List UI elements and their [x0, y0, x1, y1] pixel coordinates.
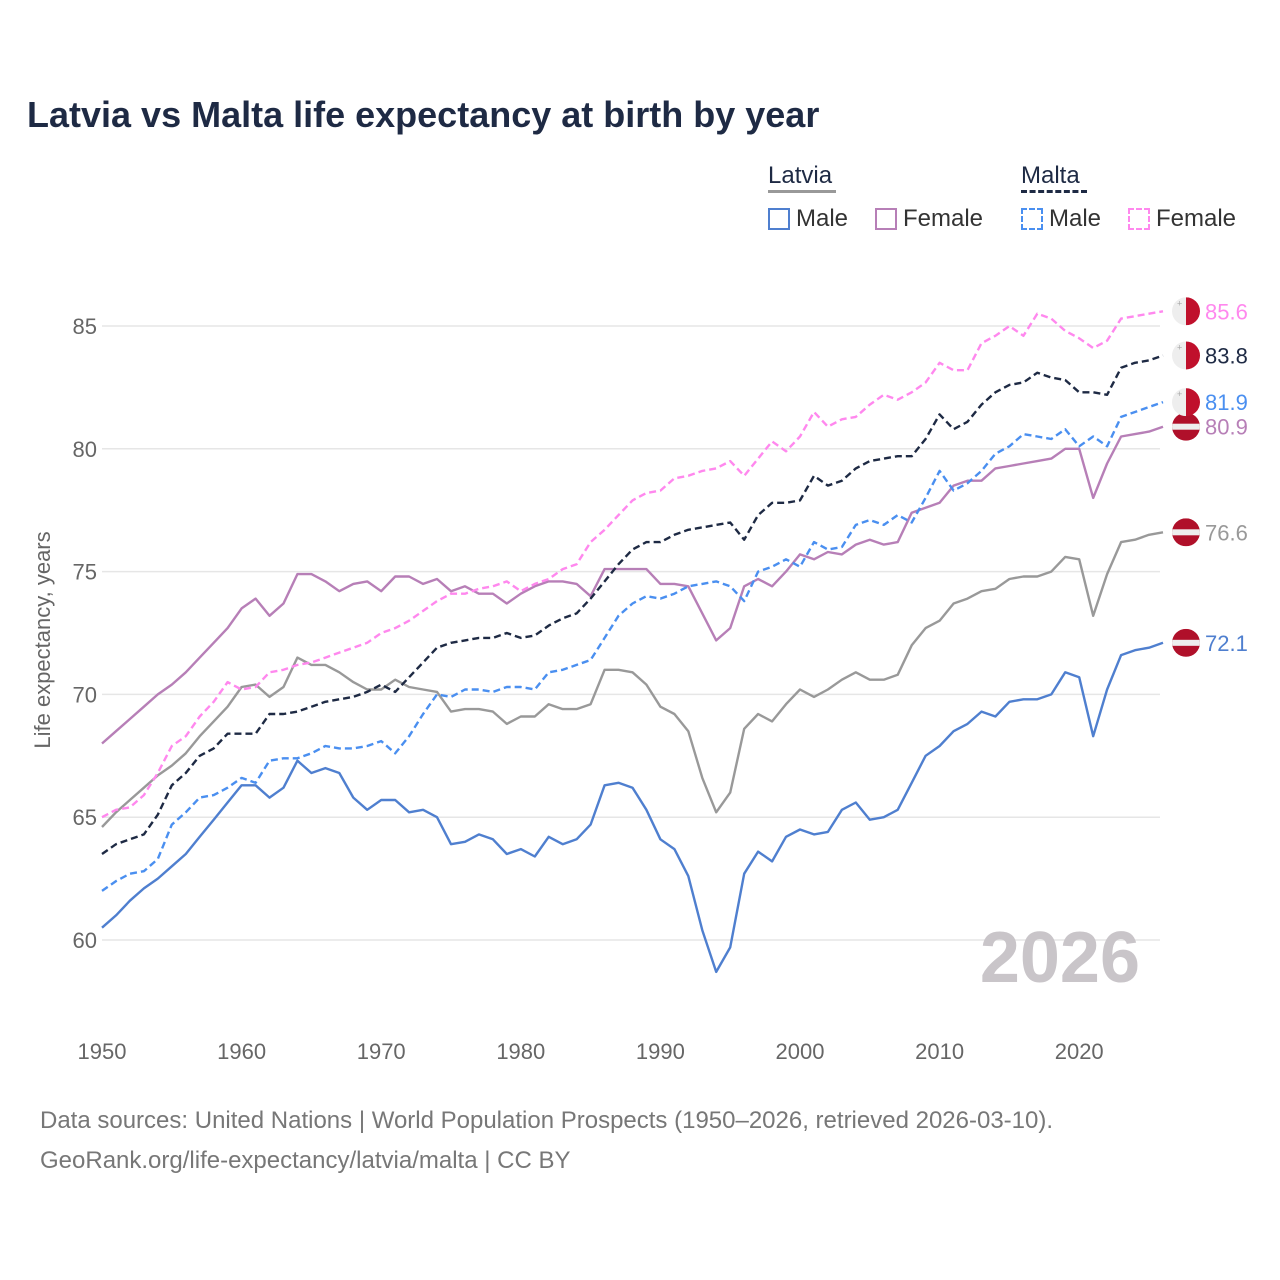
end-value-label: 85.6 [1205, 299, 1248, 324]
legend-group-latvia: Latvia [768, 162, 833, 189]
flag-latvia-icon [1172, 628, 1200, 657]
legend-item-latvia-female[interactable]: Female [875, 205, 983, 233]
legend-label: Female [903, 205, 984, 232]
footer-sources: Data sources: United Nations | World Pop… [40, 1107, 1054, 1134]
y-tick-label: 85 [73, 314, 97, 339]
y-tick-label: 70 [73, 682, 97, 707]
end-value-label: 81.9 [1205, 390, 1248, 415]
end-value-label: 80.9 [1205, 415, 1248, 440]
flag-white-stripe [1172, 423, 1200, 430]
flag-white-stripe [1172, 639, 1200, 646]
series-line-latvia-male [101, 641, 1164, 974]
legend-malta-line [1021, 190, 1087, 193]
year-watermark: 2026 [980, 918, 1140, 998]
flag-latvia-icon [1172, 412, 1200, 441]
x-tick-label: 2010 [915, 1039, 964, 1064]
end-value-label: 72.1 [1205, 631, 1248, 656]
x-tick-label: 1970 [357, 1039, 406, 1064]
flag-white-half [1172, 341, 1186, 370]
series-line-malta-female [101, 310, 1164, 819]
x-tick-label: 2020 [1055, 1039, 1104, 1064]
y-tick-label: 60 [73, 928, 97, 953]
flag-malta-icon: + [1172, 388, 1200, 417]
flag-cross: + [1177, 298, 1182, 308]
y-tick-label: 65 [73, 805, 97, 830]
legend-latvia-line [768, 190, 836, 193]
y-axis-label: Life expectancy, years [30, 531, 55, 748]
legend-label: Male [1049, 205, 1102, 232]
x-tick-label: 1950 [78, 1039, 127, 1064]
flag-cross: + [1177, 342, 1182, 352]
series-line-malta-male [101, 400, 1164, 892]
flag-red-half [1186, 388, 1200, 417]
chart-plot: 60 65 70 75 80 85 1950 1960 1970 1980 1990 2000 2010… [30, 297, 1248, 1064]
x-tick-label: 1960 [217, 1039, 266, 1064]
end-value-label: 83.8 [1205, 343, 1248, 368]
flag-malta-icon: + [1172, 297, 1200, 326]
legend-swatch [875, 208, 897, 230]
legend-swatch [768, 208, 790, 230]
chart-title: Latvia vs Malta life expectancy at birth… [27, 94, 820, 135]
series-line-latvia-female [101, 425, 1164, 745]
x-tick-label: 2000 [776, 1039, 825, 1064]
flag-white-half [1172, 297, 1186, 326]
footer-link[interactable]: GeoRank.org/life-expectancy/latvia/malta… [40, 1147, 571, 1174]
flag-cross: + [1177, 389, 1182, 399]
flag-red-half [1186, 341, 1200, 370]
legend-swatch [1128, 208, 1150, 230]
flag-malta-icon: + [1172, 341, 1200, 370]
flag-red-half [1186, 297, 1200, 326]
legend-label: Female [1156, 205, 1237, 232]
y-tick-label: 75 [73, 560, 97, 585]
flag-white-stripe [1172, 529, 1200, 536]
flag-latvia-icon [1172, 518, 1200, 547]
flag-white-half [1172, 388, 1186, 417]
legend-item-malta-male[interactable]: Male [1021, 205, 1101, 233]
x-tick-label: 1990 [636, 1039, 685, 1064]
legend-group-malta: Malta [1021, 162, 1080, 189]
legend-item-latvia-male[interactable]: Male [768, 205, 848, 233]
x-tick-label: 1980 [496, 1039, 545, 1064]
legend-label: Male [796, 205, 849, 232]
series-line-latvia-total [101, 531, 1164, 828]
y-tick-label: 80 [73, 437, 97, 462]
end-value-label: 76.6 [1205, 520, 1248, 545]
legend-item-malta-female[interactable]: Female [1128, 205, 1236, 233]
legend-swatch [1021, 208, 1043, 230]
